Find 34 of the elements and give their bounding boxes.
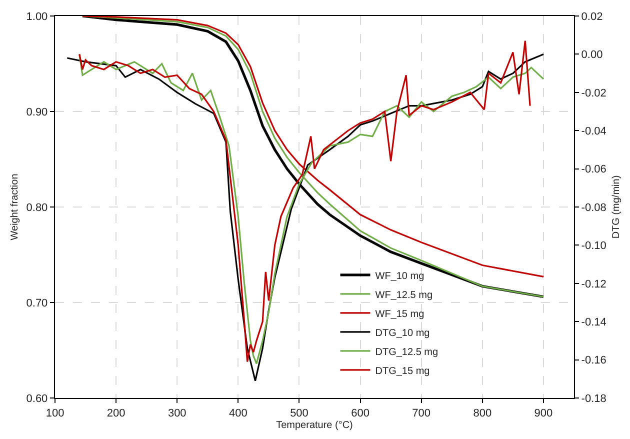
legend-label: DTG_10 mg: [375, 328, 430, 339]
y-tick-label: 0.60: [26, 392, 48, 405]
x-tick-label: 300: [168, 407, 186, 420]
x-axis-title: Temperature (°C): [276, 420, 353, 431]
x-tick-label: 100: [46, 407, 64, 420]
y2-tick-label: -0.16: [581, 354, 606, 367]
y2-tick-label: -0.18: [581, 392, 606, 405]
x-tick-label: 700: [412, 407, 431, 420]
legend-label: DTG_12.5 mg: [375, 346, 438, 358]
y-axis-title: Weight fraction: [9, 174, 20, 240]
x-tick-label: 500: [290, 407, 308, 420]
legend-label: WF_15 mg: [375, 308, 424, 320]
y-tick-label: 0.70: [26, 297, 48, 310]
y-tick-label: 1.00: [26, 10, 48, 23]
legend-label: WF_10 mg: [375, 270, 424, 282]
y2-tick-label: -0.14: [581, 316, 606, 328]
y2-tick-label: -0.04: [581, 125, 606, 138]
y2-tick-label: -0.08: [581, 202, 606, 214]
x-tick-label: 600: [351, 407, 370, 420]
x-tick-label: 400: [229, 407, 248, 420]
legend-label: WF_12.5 mg: [375, 290, 433, 301]
y2-tick-label: -0.02: [581, 87, 606, 100]
y-tick-label: 0.80: [26, 202, 48, 214]
x-tick-label: 900: [534, 407, 553, 420]
x-tick-label: 800: [473, 407, 492, 420]
y2-axis-title: DTG (mg/min): [610, 175, 622, 239]
y2-tick-label: 0.00: [581, 49, 603, 62]
y2-tick-label: -0.06: [581, 164, 606, 176]
x-tick-label: 200: [106, 407, 126, 420]
y2-tick-label: -0.12: [581, 278, 606, 290]
legend-label: DTG_15 mg: [375, 366, 430, 377]
y2-tick-label: -0.10: [581, 240, 606, 252]
y-tick-label: 0.90: [26, 106, 48, 118]
y2-tick-label: 0.02: [581, 10, 603, 23]
